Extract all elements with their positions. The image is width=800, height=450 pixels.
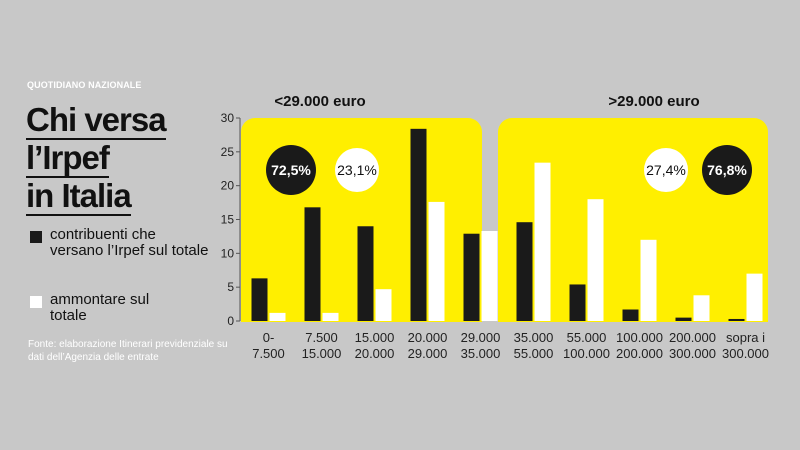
bar-contribuenti-8 [675,317,692,321]
bar-contribuenti-0 [251,278,268,321]
legend-item-ammontare: ammontare sul totale [30,292,170,324]
x-tick-label-1-a: 7.500 [305,330,338,345]
y-tick-label-15: 15 [221,213,235,227]
x-tick-label-0-a: 0- [263,330,275,345]
x-tick-label-4-b: 35.000 [461,346,501,361]
bar-contribuenti-7 [622,309,639,321]
bar-ammontare-4 [481,231,498,321]
y-tick-label-5: 5 [227,280,234,294]
badge-label-0: 72,5% [271,162,311,178]
legend-item-contribuenti: contribuenti che versano l’Irpef sul tot… [30,227,210,259]
bar-ammontare-1 [322,312,339,321]
badge-circle-3 [702,145,752,195]
x-tick-label-2-a: 15.000 [355,330,395,345]
legend-swatch-dark [30,231,42,243]
headline: Chi versa l’Irpef in Italia [26,101,167,216]
y-tick-label-20: 20 [221,179,235,193]
bar-ammontare-5 [534,162,551,321]
badge-label-1: 23,1% [337,162,377,178]
x-tick-label-8-b: 300.000 [669,346,716,361]
x-tick-label-4-a: 29.000 [461,330,501,345]
headline-line-1: Chi versa [26,101,167,140]
left-panel: QUOTIDIANO NAZIONALE Chi versa l’Irpef i… [0,0,230,450]
bar-ammontare-0 [269,312,286,321]
y-tick-label-25: 25 [221,145,235,159]
y-tick-label-0: 0 [227,314,234,328]
badge-circle-1 [335,148,379,192]
x-tick-label-8-a: 200.000 [669,330,716,345]
legend-swatch-light [30,296,42,308]
legend-label-ammontare: ammontare sul totale [50,291,150,324]
group-label-1: >29.000 euro [608,93,699,110]
badge-label-2: 27,4% [646,162,686,178]
brand-label: QUOTIDIANO NAZIONALE [27,80,142,90]
badge-circle-0 [266,145,316,195]
bar-ammontare-7 [640,239,657,321]
legend-label-contribuenti: contribuenti che versano l’Irpef sul tot… [50,226,209,259]
bar-contribuenti-9 [728,318,745,321]
x-tick-label-6-b: 100.000 [563,346,610,361]
bar-contribuenti-4 [463,233,480,321]
headline-line-2: l’Irpef [26,139,110,178]
bar-ammontare-3 [428,201,445,321]
x-tick-label-3-b: 29.000 [408,346,448,361]
x-tick-label-5-a: 35.000 [514,330,554,345]
x-tick-label-7-a: 100.000 [616,330,663,345]
bar-ammontare-9 [746,273,763,321]
bar-contribuenti-3 [410,128,427,321]
x-tick-label-6-a: 55.000 [567,330,607,345]
y-tick-label-10: 10 [221,246,235,260]
x-tick-label-1-b: 15.000 [302,346,342,361]
y-tick-label-30: 30 [221,111,235,125]
x-tick-label-0-b: 7.500 [252,346,285,361]
badge-circle-2 [644,148,688,192]
x-tick-label-7-b: 200.000 [616,346,663,361]
bar-contribuenti-1 [304,207,321,321]
bar-contribuenti-5 [516,222,533,321]
x-tick-label-9-a: sopra i [726,330,765,345]
x-tick-label-2-b: 20.000 [355,346,395,361]
group-panel-1 [498,118,768,322]
headline-line-3: in Italia [26,177,132,216]
x-tick-label-3-a: 20.000 [408,330,448,345]
group-label-0: <29.000 euro [274,93,365,110]
bar-contribuenti-6 [569,284,586,321]
x-tick-label-5-b: 55.000 [514,346,554,361]
x-tick-label-9-b: 300.000 [722,346,769,361]
bar-ammontare-6 [587,199,604,321]
bar-ammontare-2 [375,289,392,321]
bar-ammontare-8 [693,295,710,321]
bar-contribuenti-2 [357,226,374,321]
badge-label-3: 76,8% [707,162,747,178]
source-note: Fonte: elaborazione Itinerari previdenzi… [28,339,228,363]
